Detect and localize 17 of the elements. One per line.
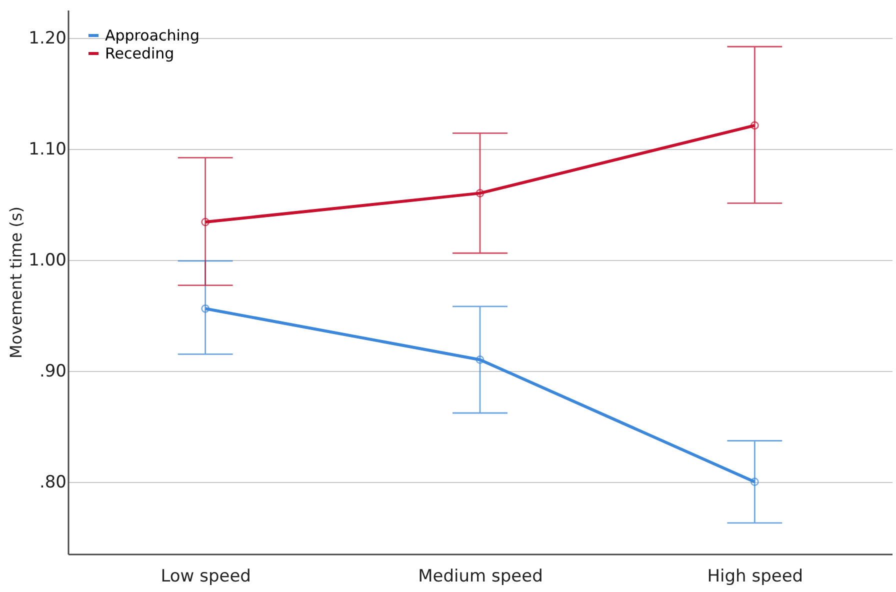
y-tick-label: 1.20 [28,28,66,48]
x-tick-label: Low speed [160,566,251,586]
legend-label: Approaching [105,26,200,44]
point [201,304,210,313]
point [476,189,484,198]
x-tick-label: Medium speed [418,566,543,586]
y-tick-label: .90 [39,361,66,382]
point [750,121,759,130]
y-tick-label: 1.10 [28,139,66,160]
legend-label: Receding [105,44,174,62]
point [201,218,210,226]
y-tick-label: 1.00 [28,250,66,270]
point [476,356,484,364]
x-tick-label: High speed [707,566,804,586]
y-axis-title: Movement time (s) [6,206,26,358]
y-tick-label: .80 [39,472,66,492]
point [750,478,759,486]
